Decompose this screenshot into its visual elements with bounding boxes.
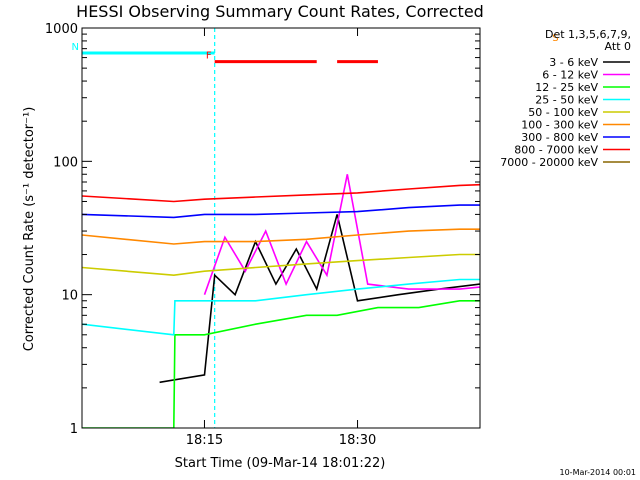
flag-label-1: N [72, 42, 79, 53]
y-tick-label-1: 10 [61, 289, 78, 304]
series-line-2-0 [82, 299, 480, 428]
flag-label-2: S [552, 33, 558, 44]
legend-label-0: 3 - 6 keV [549, 56, 598, 69]
y-tick-label-0: 1 [70, 422, 78, 437]
legend-header-0: Det 1,3,5,6,7,9, [545, 28, 631, 41]
series-line-4-0 [82, 253, 480, 277]
legend-label-7: 800 - 7000 keV [514, 144, 598, 157]
y-axis-label: Corrected Count Rate (s⁻¹ detector⁻¹) [22, 107, 37, 352]
series-line-7-0 [82, 183, 480, 203]
legend-label-2: 12 - 25 keV [535, 81, 598, 94]
x-axis-label: Start Time (09-Mar-14 18:01:22) [175, 456, 386, 471]
series-line-0-0 [159, 214, 480, 384]
legend-label-6: 300 - 800 keV [521, 131, 598, 144]
y-tick-label-3: 1000 [45, 22, 78, 37]
plot-inner [82, 28, 480, 428]
footer-stamp: 10-Mar-2014 00:01 [560, 468, 637, 477]
legend-label-5: 100 - 300 keV [521, 119, 598, 132]
series-line-1-0 [203, 174, 480, 295]
plot-frame [81, 27, 481, 429]
plot-area: F N S 18:15 18:30 1 10 100 1000 [45, 22, 559, 448]
x-tick-label-1: 18:30 [339, 433, 376, 448]
legend-label-3: 25 - 50 keV [535, 94, 598, 107]
legend-label-1: 6 - 12 keV [542, 69, 598, 82]
y-tick-label-2: 100 [53, 155, 78, 170]
series-line-6-0 [82, 204, 480, 219]
legend-header-1: Att 0 [605, 40, 631, 53]
chart-title: HESSI Observing Summary Count Rates, Cor… [76, 2, 484, 21]
series-line-5-0 [82, 228, 480, 245]
x-tick-label-0: 18:15 [186, 433, 223, 448]
legend-label-8: 7000 - 20000 keV [500, 156, 598, 169]
series-line-3-0 [82, 278, 480, 336]
flag-label-0: F [206, 51, 212, 62]
legend-label-4: 50 - 100 keV [528, 106, 598, 119]
